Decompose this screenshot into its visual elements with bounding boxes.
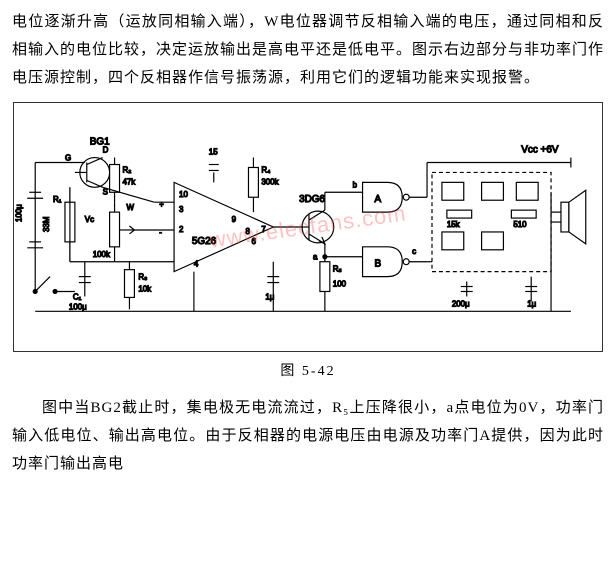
label-g: G xyxy=(65,154,71,163)
circuit-diagram: 100μ G D S BG1 R₁ 33M xyxy=(13,102,603,352)
label-r4v: 300k xyxy=(261,177,278,186)
svg-text:+: + xyxy=(159,200,164,209)
label-wv: 100k xyxy=(93,250,110,259)
c-right: 1μ xyxy=(527,299,536,308)
label-w: W xyxy=(126,203,134,212)
node-c: c xyxy=(412,247,416,256)
r-osc1: 15k xyxy=(447,220,460,229)
svg-text:-: - xyxy=(159,228,162,237)
node-a: a xyxy=(313,253,318,262)
label-r2: R₂ xyxy=(122,165,131,174)
svg-text:3: 3 xyxy=(179,205,184,214)
label-r5: R₅ xyxy=(333,265,342,274)
label-cout: 1μ xyxy=(265,292,274,301)
c-osc: 200μ xyxy=(452,299,470,308)
label-bg1: BG1 xyxy=(90,137,110,148)
label-r1v: 33M xyxy=(42,217,51,232)
node-b: b xyxy=(353,180,358,189)
label-bg2: 3DG6 xyxy=(299,194,325,205)
gate-a-label: A xyxy=(374,194,381,205)
label-r4: R₄ xyxy=(261,165,270,174)
svg-text:6: 6 xyxy=(251,237,256,246)
label-c1: C₁ xyxy=(73,292,82,301)
label-r2v: 47k xyxy=(122,177,135,186)
svg-text:10: 10 xyxy=(179,190,188,199)
figure-caption: 图 5-42 xyxy=(12,360,604,380)
label-r3: R₃ xyxy=(138,273,147,282)
label-r1: R₁ xyxy=(53,195,62,204)
label-c-left: 100μ xyxy=(14,204,23,222)
svg-text:2: 2 xyxy=(179,225,183,234)
label-c1v: 100μ xyxy=(69,302,87,311)
label-r5v: 100 xyxy=(333,280,347,289)
r-osc2: 510 xyxy=(513,220,527,229)
svg-text:7: 7 xyxy=(261,225,265,234)
label-15: 15 xyxy=(209,148,218,157)
label-opamp: 5G26 xyxy=(192,236,217,247)
label-r3v: 10k xyxy=(138,284,151,293)
body-paragraph: 图中当BG2截止时，集电极无电流流过，R₅上压降很小，a点电位为0V，功率门输入… xyxy=(12,394,604,478)
vcc-label: Vcc +6V xyxy=(521,145,559,156)
intro-paragraph: 电位逐渐升高（运放同相输入端），W电位器调节反相输入端的电压，通过同相和反相输入… xyxy=(12,8,604,92)
svg-text:4: 4 xyxy=(194,260,199,269)
svg-text:8: 8 xyxy=(246,227,251,236)
label-vc: Vc xyxy=(85,215,94,224)
gate-b-label: B xyxy=(374,259,381,270)
svg-text:9: 9 xyxy=(232,215,237,224)
circuit-svg: 100μ G D S BG1 R₁ 33M xyxy=(14,103,602,351)
